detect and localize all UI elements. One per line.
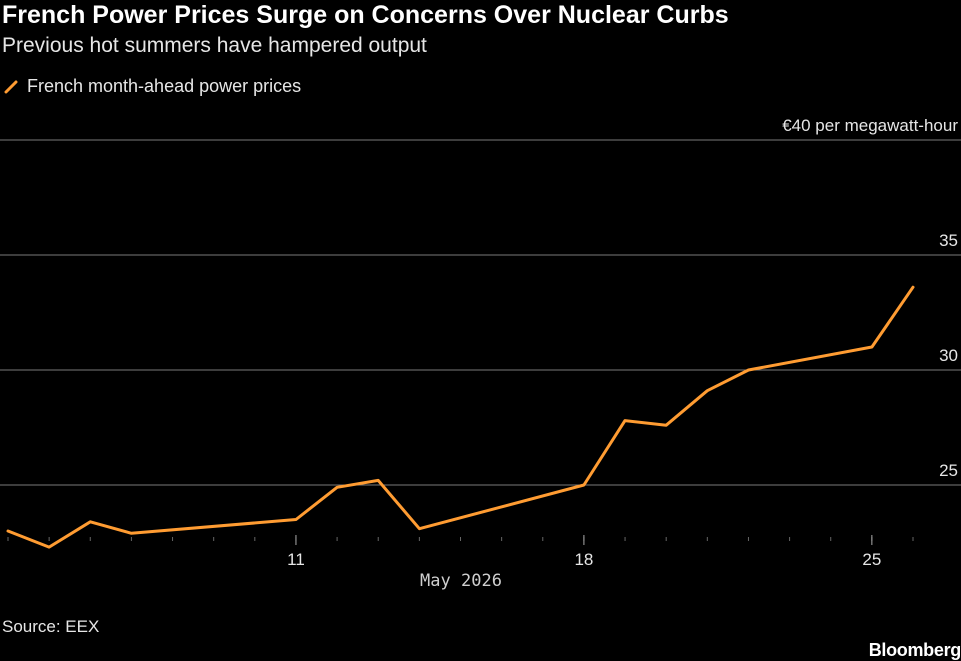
x-axis-label: May 2026 <box>420 571 502 591</box>
bloomberg-logo: Bloomberg <box>868 640 961 660</box>
legend-line-icon <box>4 80 18 93</box>
y-tick-label: 30 <box>939 346 958 365</box>
x-tick-label: 11 <box>287 550 305 569</box>
y-tick-label: €40 per megawatt-hour <box>782 116 958 135</box>
x-tick-label: 25 <box>862 550 881 569</box>
legend: French month-ahead power prices <box>4 76 301 97</box>
x-tick-label: 18 <box>574 550 593 569</box>
y-tick-label: 35 <box>939 231 958 250</box>
series-line <box>6 285 915 549</box>
chart-title: French Power Prices Surge on Concerns Ov… <box>2 1 729 29</box>
source-note: Source: EEX <box>2 617 100 636</box>
chart-subtitle: Previous hot summers have hampered outpu… <box>2 34 427 57</box>
legend-label: French month-ahead power prices <box>27 76 302 96</box>
y-tick-label: 25 <box>939 461 958 480</box>
